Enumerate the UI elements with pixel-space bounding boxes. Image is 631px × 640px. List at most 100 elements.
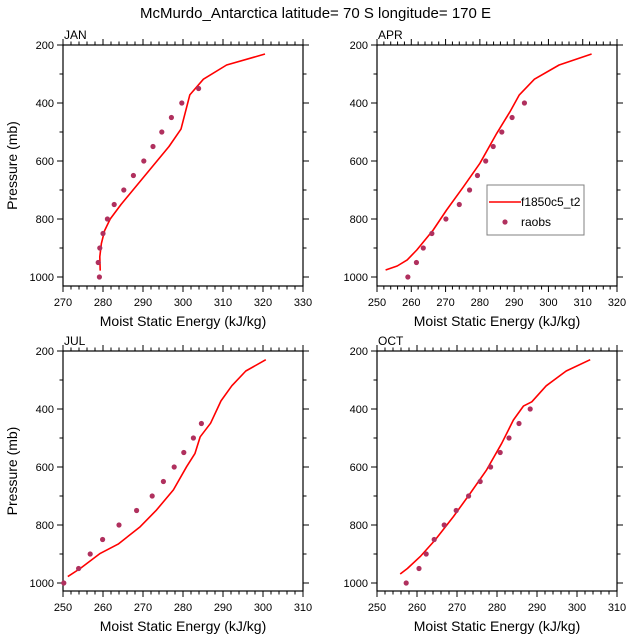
- raobs-point: [466, 187, 473, 193]
- raobs-point: [420, 245, 426, 251]
- panel-oct: 250 260 270 280 290 300 310 200 400 600 800 1000 OCT…: [344, 334, 627, 634]
- raobs-point: [488, 464, 494, 470]
- raobs-point: [429, 230, 435, 237]
- raobs-point: [516, 420, 522, 427]
- x-tick-label: 280: [174, 602, 192, 614]
- x-axis-title: Moist Static Energy (kJ/kg): [100, 313, 267, 329]
- raobs-point: [150, 143, 156, 150]
- x-tick-label: 250: [368, 297, 386, 309]
- x-tick-label: 310: [294, 602, 312, 614]
- y-tick-label: 600: [36, 156, 54, 168]
- legend-label-obs: raobs: [521, 215, 551, 229]
- raobs-point: [497, 449, 503, 456]
- x-tick-label: 320: [254, 297, 272, 309]
- plot-frame: [376, 350, 618, 592]
- plot-frame: [376, 44, 618, 287]
- raobs-point: [95, 259, 101, 266]
- raobs-point: [413, 259, 420, 266]
- model-line-f1850c5_t2: [67, 359, 267, 578]
- y-tick-label: 400: [36, 98, 54, 110]
- panel-apr: 250 260 270 280 290 300 310 320 200 400 600 800 1000…: [344, 28, 627, 329]
- x-tick-label: 250: [54, 602, 72, 614]
- raobs-point: [171, 464, 177, 470]
- y-tick-label: 400: [36, 404, 54, 416]
- model-line-f1850c5_t2: [399, 358, 591, 575]
- panel-label: JAN: [64, 28, 87, 42]
- x-tick-label: 280: [94, 297, 112, 309]
- y-tick-label: 200: [350, 40, 368, 52]
- raobs-point: [190, 435, 196, 441]
- x-tick-label: 300: [568, 602, 586, 614]
- y-tick-label: 1000: [344, 272, 368, 284]
- x-tick-label: 270: [448, 602, 466, 614]
- y-tick-label: 1000: [30, 578, 54, 590]
- raobs-point: [87, 551, 93, 557]
- x-tick-label: 260: [94, 602, 112, 614]
- y-tick-label: 400: [350, 404, 368, 416]
- raobs-point: [196, 85, 202, 92]
- x-tick-label: 330: [294, 297, 312, 309]
- y-tick-label: 400: [350, 98, 368, 110]
- raobs-point: [134, 507, 140, 514]
- raobs-point: [474, 172, 481, 179]
- y-axis-title: Pressure (mb): [4, 427, 20, 516]
- raobs-point: [160, 478, 166, 485]
- x-tick-label: 270: [54, 297, 72, 309]
- raobs-point: [521, 100, 528, 106]
- x-tick-label: 270: [134, 602, 152, 614]
- raobs-point: [198, 420, 204, 427]
- raobs-point: [141, 158, 147, 164]
- legend-box: [486, 184, 585, 236]
- legend-marker-swatch: [502, 219, 508, 225]
- raobs-point: [149, 493, 155, 499]
- raobs-point: [76, 565, 82, 572]
- raobs-point: [104, 216, 110, 222]
- raobs-point: [509, 114, 515, 121]
- x-tick-label: 250: [368, 602, 386, 614]
- raobs-point: [168, 114, 174, 121]
- raobs-point: [61, 580, 67, 586]
- raobs-point: [443, 216, 449, 222]
- x-tick-label: 280: [471, 297, 489, 309]
- y-tick-label: 600: [350, 156, 368, 168]
- panel-label: JUL: [64, 334, 86, 348]
- raobs-point: [490, 143, 496, 150]
- raobs-point: [527, 406, 533, 412]
- x-tick-label: 310: [574, 297, 592, 309]
- raobs-point: [121, 187, 127, 193]
- raobs-point: [97, 245, 103, 251]
- y-tick-label: 800: [36, 214, 54, 226]
- raobs-point: [431, 536, 437, 543]
- raobs-point: [423, 551, 429, 557]
- y-tick-label: 200: [36, 346, 54, 358]
- model-line-f1850c5_t2: [99, 53, 266, 271]
- raobs-point: [441, 522, 447, 528]
- raobs-point: [499, 129, 505, 135]
- y-tick-label: 600: [36, 462, 54, 474]
- y-tick-label: 200: [350, 346, 368, 358]
- x-axis-title: Moist Static Energy (kJ/kg): [414, 618, 581, 634]
- legend-label-model: f1850c5_t2: [521, 195, 581, 209]
- x-tick-label: 290: [214, 602, 232, 614]
- raobs-point: [96, 274, 102, 280]
- raobs-point: [466, 493, 472, 499]
- x-tick-label: 310: [214, 297, 232, 309]
- y-tick-label: 600: [350, 462, 368, 474]
- x-tick-label: 280: [488, 602, 506, 614]
- y-tick-label: 800: [350, 520, 368, 532]
- figure-title: McMurdo_Antarctica latitude= 70 S longit…: [139, 5, 492, 22]
- raobs-point: [159, 129, 165, 135]
- x-axis-title: Moist Static Energy (kJ/kg): [100, 618, 267, 634]
- raobs-point: [416, 565, 422, 572]
- raobs-point: [477, 478, 483, 485]
- raobs-point: [100, 230, 106, 237]
- panel-label: APR: [378, 28, 403, 42]
- x-tick-label: 270: [436, 297, 454, 309]
- y-axis-title: Pressure (mb): [4, 121, 20, 210]
- x-tick-label: 290: [505, 297, 523, 309]
- raobs-point: [181, 449, 187, 456]
- x-tick-label: 300: [174, 297, 192, 309]
- y-tick-label: 1000: [344, 578, 368, 590]
